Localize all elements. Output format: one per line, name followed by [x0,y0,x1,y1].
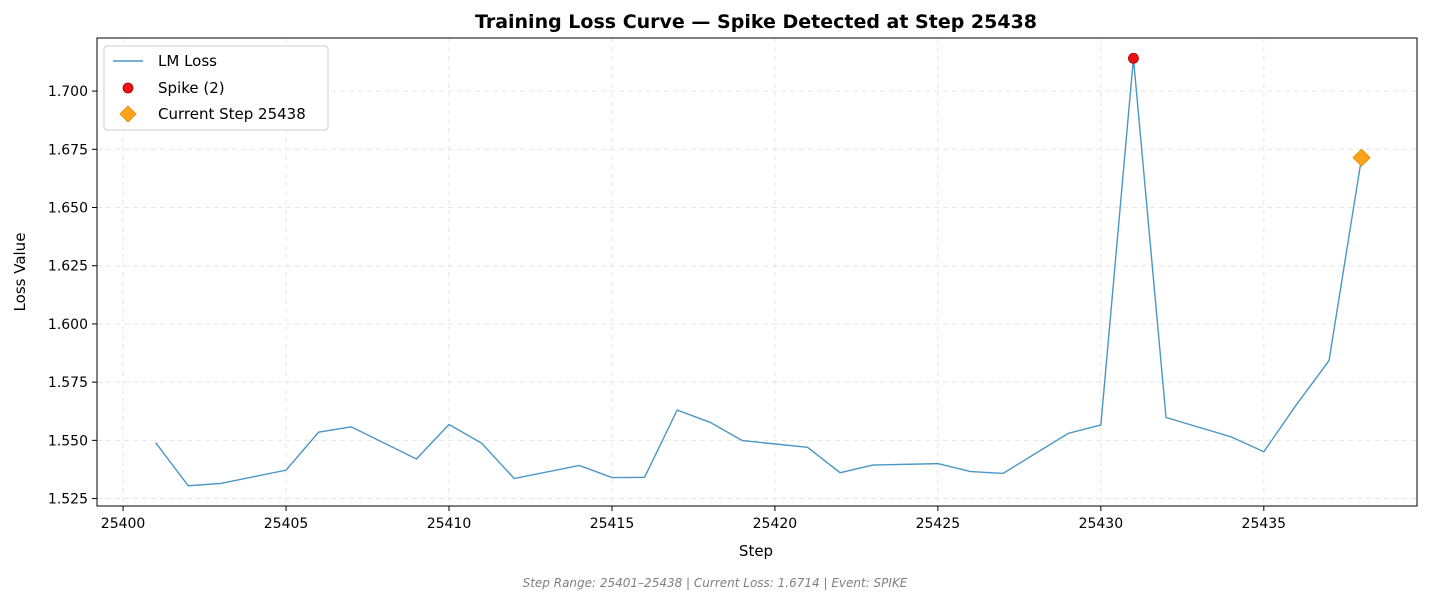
y-tick-label: 1.525 [48,492,88,508]
current-step-marker [1352,148,1371,167]
y-tick-label: 1.675 [48,142,88,158]
legend-entry-lm-loss: LM Loss [158,52,217,70]
spike-marker [1128,52,1139,64]
series-line-lm-loss [155,58,1363,487]
x-tick-label: 25400 [101,516,146,532]
y-axis-label: Loss Value [11,233,29,312]
legend-entry-current-step: Current Step 25438 [158,105,306,123]
chart-footer: Step Range: 25401–25438 | Current Loss: … [523,576,908,590]
x-axis-label: Step [739,542,773,560]
y-tick-label: 1.550 [48,433,88,449]
x-tick-label: 25405 [264,516,309,532]
plot-frame [96,37,1418,507]
x-tick-label: 25430 [1079,516,1124,532]
y-tick-label: 1.600 [48,317,88,333]
y-tick-label: 1.625 [48,259,88,275]
chart-title: Training Loss Curve — Spike Detected at … [475,11,1037,33]
legend-entry-spike: Spike (2) [158,79,225,97]
x-axis-ticks: 25400 25405 25410 25415 25420 25425 25430 25435 [101,506,1286,532]
y-tick-label: 1.700 [48,84,88,100]
x-gridlines [122,38,1265,506]
legend-current-swatch [119,105,137,123]
legend-box [103,45,329,131]
legend-spike-swatch [122,82,134,94]
x-tick-label: 25410 [427,516,472,532]
plot-series [155,52,1371,487]
x-tick-label: 25415 [590,516,635,532]
legend: LM Loss Spike (2) Current Step 25438 [103,45,329,131]
y-axis-ticks: 1.525 1.550 1.575 1.600 1.625 1.650 1.675 1.700 [48,84,97,508]
y-tick-label: 1.650 [48,201,88,217]
y-tick-label: 1.575 [48,375,88,391]
y-gridlines [97,90,1417,500]
x-tick-label: 25425 [916,516,961,532]
x-tick-label: 25435 [1242,516,1287,532]
x-tick-label: 25420 [753,516,798,532]
